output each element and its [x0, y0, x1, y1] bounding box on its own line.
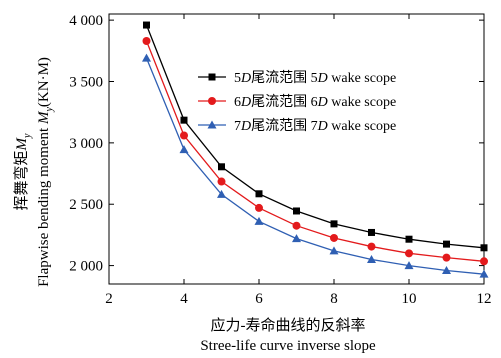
series-1: [143, 21, 488, 252]
y-axis-title-chinese-text: 挥舞弯矩: [13, 150, 30, 210]
data-point: [293, 207, 300, 215]
data-point: [330, 220, 338, 228]
data-point: [480, 244, 488, 252]
data-point: [367, 254, 376, 263]
legend-label: 7D尾流范围 7D wake scope: [234, 117, 396, 134]
data-point: [217, 189, 226, 198]
y-axis-title-chinese-group: 挥舞弯矩My: [13, 133, 33, 211]
legend-marker: [207, 120, 217, 129]
legend-marker: [208, 73, 216, 81]
legend-entry-1: 5D尾流范围 5D wake scope: [198, 69, 396, 86]
legend-label-part: D: [240, 71, 251, 86]
y-axis-title-chinese-symbol: M: [14, 136, 30, 151]
data-point: [180, 131, 188, 140]
legend-label-part: wake scope: [328, 119, 396, 134]
data-point: [442, 253, 451, 262]
data-point: [142, 53, 151, 62]
legend-label: 6D尾流范围 6D wake scope: [234, 93, 396, 110]
y-axis-title-english-text: Flapwise bending moment: [36, 124, 52, 287]
data-point: [443, 240, 450, 248]
data-point: [367, 242, 376, 251]
data-point: [479, 269, 489, 278]
y-tick-label: 2 500: [69, 197, 103, 213]
y-tick-label: 3 000: [69, 136, 103, 152]
y-axis-title-english: Flapwise bending moment My(KN·M): [36, 57, 55, 287]
x-tick-label: 12: [477, 291, 492, 307]
data-point: [329, 246, 339, 255]
legend-label-part: D: [317, 95, 328, 110]
data-point: [180, 116, 188, 124]
series-layer: [142, 21, 489, 278]
data-point: [404, 261, 414, 270]
data-point: [480, 257, 488, 266]
data-point: [217, 177, 226, 186]
data-point: [254, 216, 264, 225]
legend-label-part: 6: [234, 95, 241, 110]
y-tick-label: 3 500: [69, 75, 103, 91]
legend-label-part: wake scope: [328, 95, 396, 110]
data-point: [405, 249, 413, 258]
x-tick-label: 8: [330, 291, 338, 307]
legend-label-part: D: [317, 71, 328, 86]
data-point: [330, 233, 338, 242]
y-tick-label: 4 000: [69, 13, 103, 29]
x-axis-title-english: Stree-life curve inverse slope: [200, 338, 376, 354]
y-axis-title-english-symbol: M: [36, 110, 52, 125]
legend-label-part: wake scope: [328, 71, 396, 86]
data-point: [255, 190, 263, 198]
y-axis-title-chinese-symbol-subscript: y: [22, 133, 33, 139]
series-line: [145, 40, 485, 262]
axis-ticks: 2 4 6 8 10 12 2 000 2 500 3 000 3 500 4 000: [69, 13, 491, 307]
data-point: [179, 145, 189, 154]
series-3: [142, 53, 489, 278]
plot-area-border: [108, 13, 485, 285]
data-point: [218, 163, 225, 171]
series-line: [145, 24, 485, 249]
x-axis-title-chinese: 应力-寿命曲线的反斜率: [211, 316, 366, 334]
legend-label-part: D: [240, 119, 251, 134]
x-tick-label: 2: [105, 291, 113, 307]
y-axis-title-english-group: Flapwise bending moment My(KN·M): [36, 57, 55, 287]
legend-entry-2: 6D尾流范围 6D wake scope: [198, 93, 396, 110]
y-axis-title-english-symbol-subscript: y: [44, 107, 55, 113]
x-tick-label: 10: [402, 291, 417, 307]
data-point: [368, 228, 375, 236]
legend-label: 5D尾流范围 5D wake scope: [234, 69, 396, 86]
data-point: [142, 37, 151, 45]
y-axis-title-chinese: 挥舞弯矩My: [13, 133, 33, 211]
x-tick-label: 6: [255, 291, 263, 307]
data-point: [405, 235, 413, 243]
series-2: [142, 37, 488, 266]
legend-entry-3: 7D尾流范围 7D wake scope: [198, 117, 396, 134]
x-tick-label: 4: [180, 291, 188, 307]
legend-label-part: 5: [234, 71, 241, 86]
legend-label-part: D: [317, 119, 328, 134]
y-tick-label: 2 000: [69, 259, 103, 275]
legend-label-part: 尾流范围 7: [251, 117, 318, 134]
data-point: [255, 203, 263, 212]
legend-label-part: 7: [234, 119, 241, 134]
data-point: [292, 234, 301, 243]
legend-marker: [208, 97, 216, 105]
data-point: [442, 266, 451, 274]
series-line: [145, 57, 485, 275]
plot-frame: [108, 13, 485, 285]
y-axis-title-unit: (KN·M): [36, 57, 52, 107]
legend-label-part: 尾流范围 6: [251, 93, 318, 110]
legend-label-part: D: [240, 95, 251, 110]
data-point: [292, 221, 301, 230]
data-point: [143, 21, 150, 29]
legend-label-part: 尾流范围 5: [251, 69, 318, 86]
